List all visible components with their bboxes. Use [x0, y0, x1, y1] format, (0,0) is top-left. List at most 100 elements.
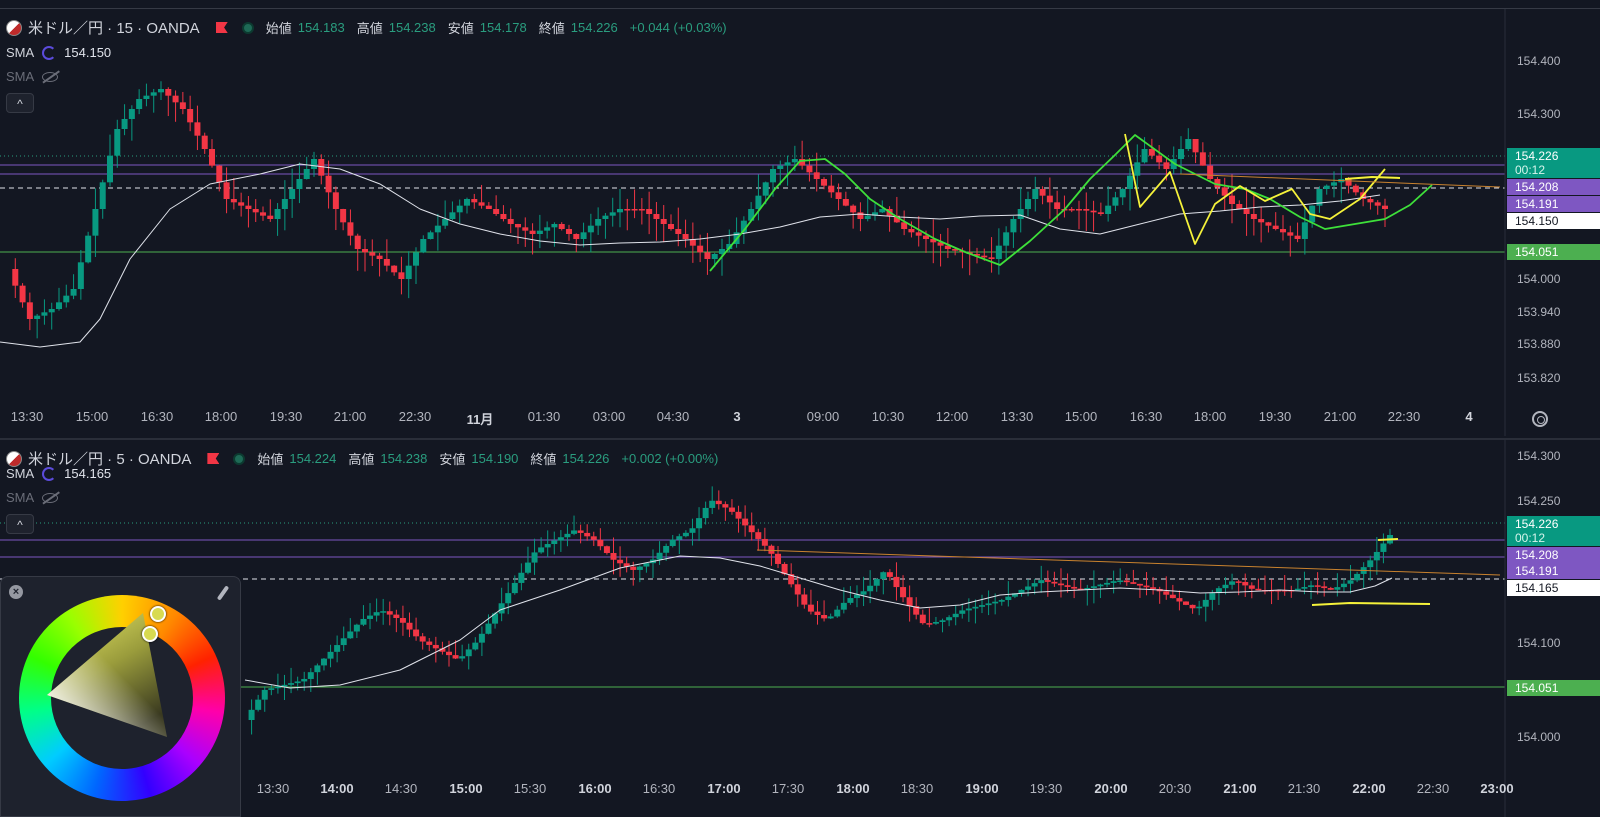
- candle-body: [821, 179, 827, 186]
- candle-body: [158, 89, 164, 93]
- candle-body: [974, 254, 980, 256]
- candle-body: [452, 655, 459, 659]
- candle-body: [1221, 187, 1228, 196]
- symbol-legend: 米ドル／円 · 5 · OANDA 始値 154.224 高値 154.238 安値…: [6, 448, 718, 469]
- flag-marker-icon[interactable]: [207, 453, 220, 464]
- candle-body: [1064, 585, 1071, 587]
- candle-body: [1316, 189, 1323, 206]
- price-tag-value: 154.051: [1515, 245, 1559, 259]
- time-axis-label: 15:00: [449, 781, 483, 796]
- candle-body: [478, 633, 485, 643]
- symbol-title[interactable]: 米ドル／円 · 5 · OANDA: [28, 451, 192, 468]
- candle-body: [150, 92, 157, 96]
- candle-body: [1327, 588, 1334, 590]
- candle-body: [603, 546, 610, 553]
- candle-body: [1018, 589, 1025, 594]
- price-axis-label: 154.000: [1517, 272, 1561, 286]
- time-axis-label: 10:30: [871, 409, 905, 424]
- open-label: 始値: [265, 21, 292, 36]
- sma-value: 154.150: [64, 45, 112, 60]
- candle-body: [1185, 139, 1192, 149]
- candle-body: [274, 686, 281, 689]
- chart-panel-5m[interactable]: 米ドル／円 · 5 · OANDA 始値 154.224 高値 154.238 安値…: [0, 438, 1600, 817]
- candle-body: [959, 610, 966, 614]
- candle-body: [901, 222, 908, 229]
- sma-indicator-row[interactable]: SMA 154.165: [6, 466, 111, 481]
- candle-body: [558, 224, 565, 229]
- time-axis-label: 22:30: [398, 409, 432, 424]
- collapse-legend-button[interactable]: ^: [6, 93, 34, 113]
- candle-body: [864, 215, 871, 219]
- candle-body: [426, 641, 433, 645]
- candle-body: [1345, 179, 1352, 186]
- candle-body: [1003, 232, 1010, 246]
- candle-body: [988, 257, 995, 259]
- candle-body: [879, 209, 886, 213]
- candle-body: [580, 232, 587, 239]
- hue-handle[interactable]: [150, 606, 166, 622]
- settings-gear-icon[interactable]: [1532, 411, 1548, 427]
- candle-body: [1374, 202, 1381, 206]
- candle-body: [944, 245, 951, 249]
- candle-body: [813, 172, 820, 179]
- candle-body: [1039, 189, 1046, 196]
- sma-indicator-row-hidden[interactable]: SMA: [6, 69, 59, 84]
- candle-body: [840, 602, 847, 610]
- time-axis-label: 16:00: [578, 781, 612, 796]
- candle-body: [597, 539, 604, 547]
- candle-body: [702, 507, 709, 519]
- eye-off-icon[interactable]: [42, 492, 59, 503]
- candle-body: [675, 229, 682, 234]
- candlestick-chart-5m[interactable]: [0, 440, 1600, 817]
- candle-body: [893, 576, 900, 588]
- close-value: 154.226: [562, 451, 610, 466]
- candle-body: [143, 95, 150, 99]
- us-flag-icon: [6, 19, 22, 36]
- eye-off-icon[interactable]: [42, 71, 59, 82]
- candle-body: [413, 629, 420, 637]
- candle-body: [748, 525, 755, 533]
- candle-body: [223, 182, 230, 199]
- symbol-title[interactable]: 米ドル／円 · 15 · OANDA: [28, 20, 200, 37]
- color-picker-popup[interactable]: ×: [0, 576, 241, 817]
- candle-body: [676, 536, 683, 540]
- candle-body: [965, 608, 972, 611]
- low-label: 安値: [439, 452, 466, 467]
- candle-body: [1367, 560, 1374, 568]
- eyedropper-icon[interactable]: [216, 585, 230, 601]
- collapse-legend-button[interactable]: ^: [6, 514, 34, 534]
- candle-body: [511, 582, 518, 594]
- candle-body: [434, 225, 441, 233]
- candle-body: [981, 255, 988, 258]
- candle-body: [383, 259, 390, 266]
- candle-body: [689, 528, 696, 533]
- candle-body: [847, 598, 854, 603]
- candle-body: [165, 89, 172, 96]
- chart-panel-15m[interactable]: 米ドル／円 · 15 · OANDA 始値 154.183 高値 154.238 安…: [0, 8, 1600, 436]
- orange-trendline: [1179, 173, 1501, 188]
- candle-body: [1314, 585, 1321, 587]
- candle-body: [522, 227, 529, 231]
- candle-body: [406, 622, 413, 630]
- candle-body: [311, 159, 317, 169]
- candlestick-chart-15m[interactable]: [0, 9, 1600, 436]
- close-icon[interactable]: ×: [9, 585, 23, 599]
- time-axis-label: 21:00: [1323, 409, 1357, 424]
- low-label: 安値: [447, 21, 474, 36]
- candle-body: [1287, 232, 1294, 236]
- candle-body: [551, 540, 558, 545]
- candle-body: [445, 651, 452, 656]
- candle-body: [459, 656, 466, 659]
- flag-marker-icon[interactable]: [215, 22, 228, 33]
- color-handle[interactable]: [142, 626, 158, 642]
- candle-body: [1258, 219, 1265, 223]
- time-axis-label: 4: [1465, 409, 1473, 424]
- candle-body: [34, 315, 41, 319]
- sma-indicator-row-hidden[interactable]: SMA: [6, 490, 59, 505]
- time-axis-label: 12:00: [935, 409, 969, 424]
- candle-body: [919, 614, 926, 624]
- open-value: 154.224: [289, 451, 337, 466]
- candle-body: [1323, 185, 1330, 189]
- candle-body: [946, 617, 953, 621]
- sma-indicator-row[interactable]: SMA 154.150: [6, 45, 111, 60]
